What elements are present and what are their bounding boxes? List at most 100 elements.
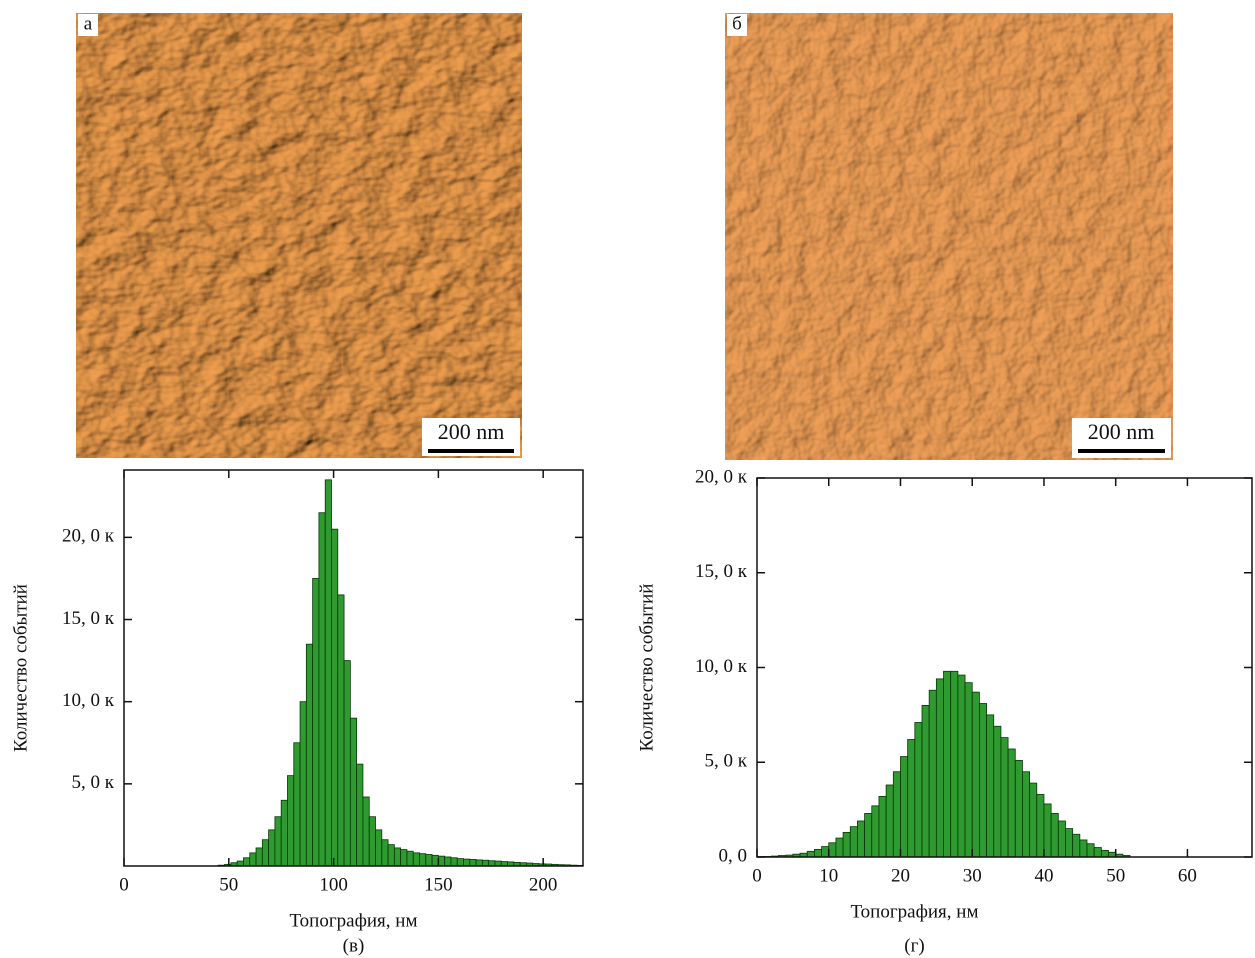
x-tick-label: 100 [319, 874, 348, 895]
bar [349, 717, 358, 867]
bar [287, 775, 295, 867]
label-box [727, 14, 747, 36]
panel-label: а [84, 13, 93, 34]
bar [849, 826, 858, 858]
bar [1000, 737, 1009, 858]
bar [1100, 849, 1109, 858]
bar [864, 813, 873, 858]
bar [393, 847, 402, 867]
bar [907, 739, 916, 858]
y-tick-label: 20, 0 к [62, 526, 115, 547]
bar [1029, 782, 1038, 858]
y-tick-label: 0, 0 [719, 845, 748, 866]
y-tick-label: 5, 0 к [705, 751, 748, 772]
bar [488, 860, 496, 867]
bar [425, 854, 433, 867]
bar [835, 837, 844, 858]
bar [268, 829, 276, 867]
bar [1093, 847, 1102, 858]
caption: (в) [343, 935, 365, 956]
label-box [78, 14, 98, 36]
bar [337, 594, 345, 867]
bar [1007, 748, 1016, 858]
bar [444, 856, 452, 867]
bar [878, 795, 887, 858]
y-tick-label: 15, 0 к [62, 608, 115, 629]
bar [318, 512, 326, 867]
caption: (г) [904, 935, 924, 956]
y-tick-label: 15, 0 к [695, 561, 748, 582]
bar [857, 820, 866, 858]
bar [871, 805, 880, 858]
bar [243, 857, 251, 867]
afm-image-b: б 200 nm [725, 13, 1173, 460]
bar [255, 847, 263, 867]
histogram-chart: 0 10 20 30 40 50 60 0, 0 5, 0 к 10, 0 к 15, 0 к 20,… [636, 466, 1253, 956]
bar [1014, 759, 1023, 858]
afm-surface [76, 13, 522, 458]
afm-image-a: а 200 nm [76, 13, 522, 458]
y-axis-label: Количество событий [636, 584, 657, 752]
bar [400, 849, 408, 867]
bar [312, 578, 320, 867]
x-tick-label: 30 [963, 865, 982, 886]
bar [261, 839, 270, 867]
bar [1022, 771, 1031, 858]
x-tick-label: 0 [119, 874, 129, 895]
bar [806, 850, 815, 858]
bar [469, 859, 477, 867]
bar [419, 853, 427, 867]
bar [978, 703, 987, 858]
bar [274, 816, 282, 867]
x-tick-label: 40 [1034, 865, 1053, 886]
bar [928, 689, 937, 858]
bar [356, 763, 364, 867]
bar [293, 742, 301, 867]
bar [1050, 813, 1059, 858]
scale-bar-label: 200 nm [438, 419, 505, 444]
x-tick-label: 50 [219, 874, 238, 895]
bar [437, 855, 446, 867]
bar [1036, 794, 1045, 858]
bar [993, 725, 1002, 858]
x-tick-label: 0 [752, 865, 762, 886]
bar [299, 701, 307, 867]
bar [971, 691, 980, 858]
bar [1079, 839, 1088, 858]
x-tick-label: 50 [1106, 865, 1125, 886]
bar [406, 850, 414, 867]
x-tick-label: 10 [819, 865, 838, 886]
scale-bar-label: 200 nm [1088, 419, 1155, 444]
bar [412, 852, 420, 867]
bar [456, 858, 464, 867]
x-tick-label: 200 [529, 874, 558, 895]
bar [475, 859, 483, 867]
bar [1086, 843, 1095, 858]
afm-surface [725, 13, 1173, 460]
bar [1065, 828, 1074, 858]
bar [986, 714, 995, 858]
bar [935, 678, 944, 858]
bar [1043, 803, 1052, 858]
bar [375, 829, 383, 867]
bar [950, 670, 959, 858]
bar [324, 479, 332, 867]
bar [463, 858, 471, 867]
bar [387, 844, 395, 867]
bar [813, 849, 822, 858]
bar [892, 771, 901, 858]
bar [481, 859, 490, 867]
x-axis-label: Топография, нм [290, 910, 418, 931]
bar [957, 674, 966, 858]
bar [842, 831, 851, 858]
histogram-chart: 0 50 100 150 200 5, 0 к 10, 0 к 15, 0 к 20, 0 к Т… [10, 469, 584, 956]
bar [964, 682, 973, 858]
bar [368, 816, 376, 867]
bar [450, 857, 458, 867]
panel-label: б [732, 13, 742, 34]
bar [921, 705, 930, 858]
bar [280, 799, 288, 867]
bar [1057, 820, 1066, 858]
